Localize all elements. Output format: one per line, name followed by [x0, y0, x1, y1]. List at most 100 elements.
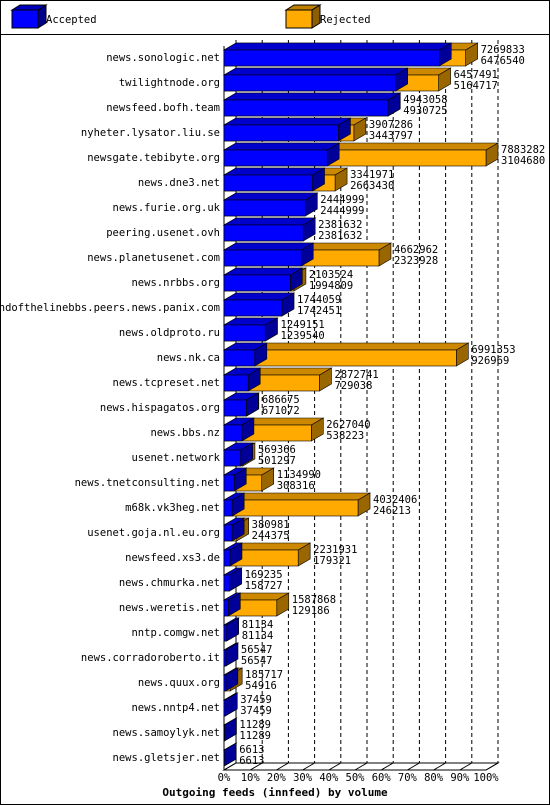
bar — [222, 592, 242, 617]
bar — [222, 117, 352, 142]
value-label: 4662962 — [394, 244, 438, 256]
bar-top — [222, 217, 317, 226]
value-label: 2381632 — [318, 230, 362, 242]
bar-front — [223, 574, 230, 592]
bar — [222, 217, 317, 242]
value-label: 37459 — [240, 705, 272, 717]
value-label: 380981 — [252, 519, 290, 531]
bar — [222, 367, 262, 392]
bar-top — [222, 142, 341, 151]
value-label: 501297 — [258, 455, 296, 467]
x-tick-label: 50% — [346, 772, 366, 784]
bar-top — [222, 242, 315, 251]
y-tick-label: news.tnetconsulting.net — [75, 477, 220, 489]
bar — [222, 342, 268, 367]
value-label: 56547 — [241, 655, 273, 667]
bar — [222, 42, 453, 67]
x-tick-label: 60% — [372, 772, 392, 784]
value-label: 169235 — [245, 569, 283, 581]
y-tick-label: nyheter.lysator.liu.se — [81, 127, 220, 139]
tick-mark — [249, 762, 263, 771]
value-label: 37459 — [240, 694, 272, 706]
bar — [222, 642, 239, 667]
y-tick-label: m68k.vk3heg.net — [125, 502, 220, 514]
bar-top — [222, 492, 372, 501]
value-label: 4943058 — [403, 94, 447, 106]
value-label: 686675 — [262, 394, 300, 406]
legend-label: Rejected — [320, 14, 371, 26]
bar-front — [223, 274, 291, 292]
y-tick-label: news.furie.org.uk — [113, 202, 221, 214]
bar — [222, 717, 238, 742]
bar-front — [223, 49, 440, 67]
x-tick-label: 90% — [450, 772, 470, 784]
swatch-front — [11, 9, 39, 29]
value-label: 3907286 — [369, 119, 413, 131]
bar-top — [222, 117, 352, 126]
bar — [222, 417, 255, 442]
value-label: 2872741 — [334, 369, 378, 381]
tick-mark — [328, 762, 342, 771]
y-tick-label: endofthelinebbs.peers.news.panix.com — [0, 302, 220, 314]
tick-mark — [276, 762, 289, 771]
x-tick-label: 30% — [293, 772, 313, 784]
tick-mark — [302, 762, 315, 771]
bar-front — [223, 174, 313, 192]
bar-front — [223, 499, 233, 517]
bar-top — [222, 167, 326, 176]
legend-swatch — [10, 4, 48, 29]
legend-label: Accepted — [46, 14, 97, 26]
bar-top — [222, 192, 319, 201]
bar — [222, 242, 315, 267]
value-label: 1587868 — [292, 594, 336, 606]
tick-mark — [380, 762, 394, 771]
value-label: 244375 — [252, 530, 290, 542]
y-tick-label: newsgate.tebibyte.org — [87, 152, 220, 164]
value-label: 5164717 — [454, 80, 498, 92]
value-label: 6613 — [239, 755, 264, 767]
tick-mark — [459, 762, 473, 771]
tick-mark — [223, 762, 237, 771]
value-label: 2103524 — [309, 269, 353, 281]
value-label: 729038 — [334, 380, 372, 392]
x-tick-label: 20% — [267, 772, 287, 784]
value-label: 54916 — [245, 680, 277, 692]
chart-title: Outgoing feeds (innfeed) by volume — [162, 786, 388, 799]
tick-mark — [433, 762, 446, 771]
bar-front — [223, 324, 266, 342]
value-label: 6476540 — [481, 55, 525, 67]
y-tick-label: newsfeed.bofh.team — [106, 102, 220, 114]
y-tick-label: peering.usenet.ovh — [106, 227, 220, 239]
value-label: 7269833 — [481, 44, 525, 56]
x-tick-label: 100% — [473, 772, 499, 784]
bar — [222, 667, 239, 692]
bar — [222, 517, 246, 542]
value-label: 4930725 — [403, 105, 447, 117]
value-label: 3341971 — [350, 169, 394, 181]
y-tick-label: news.hispagatos.org — [100, 402, 220, 414]
value-label: 179321 — [313, 555, 351, 567]
bar-top — [222, 267, 304, 276]
x-tick-label: 0% — [218, 772, 231, 784]
value-label: 569366 — [258, 444, 296, 456]
value-label: 2444999 — [320, 194, 364, 206]
bar — [222, 492, 372, 517]
bar-front — [223, 549, 231, 567]
bar — [222, 442, 254, 467]
bar-front — [223, 524, 233, 542]
bar-front — [223, 674, 227, 692]
bar-top — [222, 92, 401, 101]
value-label: 3443797 — [369, 130, 413, 142]
bar — [222, 742, 238, 767]
value-label: 129186 — [292, 605, 330, 617]
value-label: 11289 — [239, 730, 271, 742]
bar-front — [223, 424, 243, 442]
value-label: 2231931 — [313, 544, 357, 556]
value-label: 538223 — [326, 430, 364, 442]
y-tick-label: news.oldproto.ru — [119, 327, 220, 339]
value-label: 1994809 — [309, 280, 353, 292]
y-tick-label: news.quux.org — [138, 677, 220, 689]
x-tick-label: 40% — [319, 772, 339, 784]
value-label: 2381632 — [318, 219, 362, 231]
bar — [222, 267, 304, 292]
